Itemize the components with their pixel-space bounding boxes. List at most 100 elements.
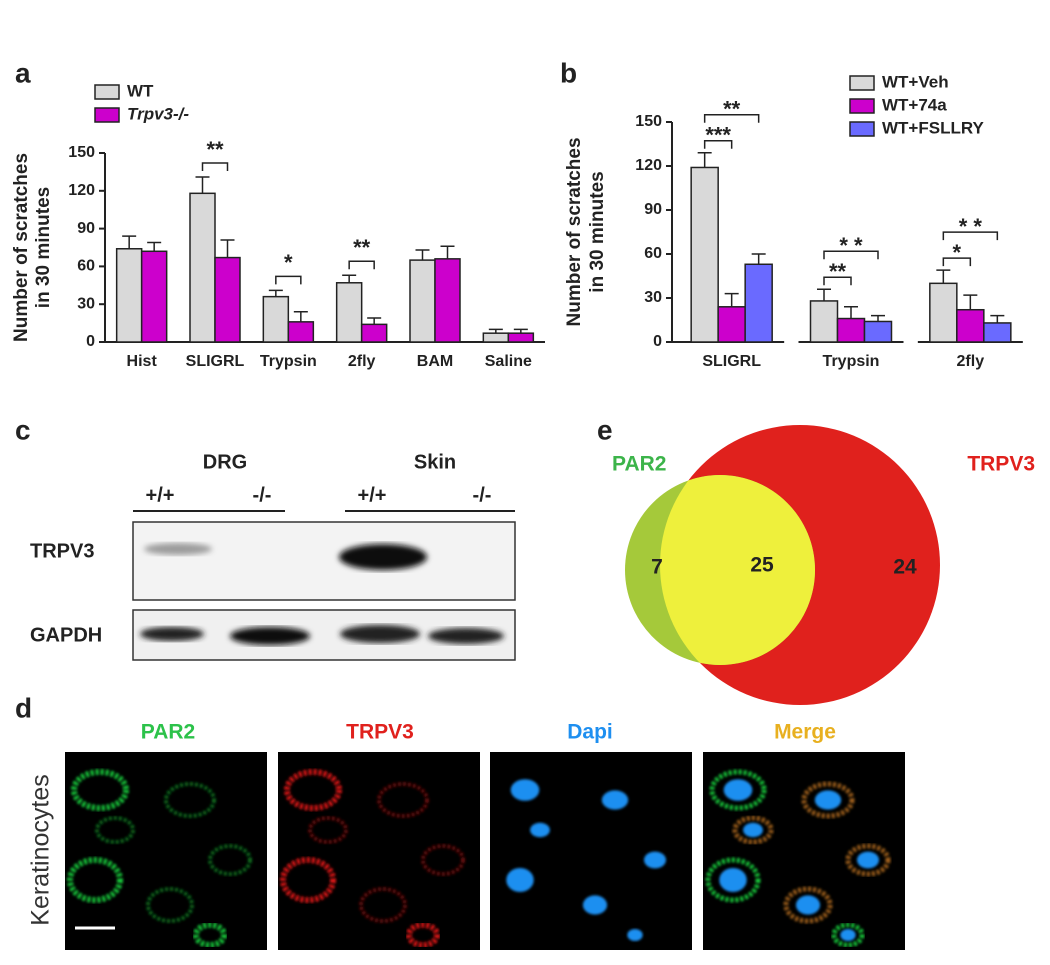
error-bar bbox=[367, 317, 382, 325]
venn-overlap bbox=[660, 475, 815, 665]
legend-swatch bbox=[94, 84, 120, 100]
bar bbox=[360, 323, 388, 343]
cell bbox=[709, 769, 767, 811]
nucleus bbox=[644, 851, 666, 869]
channel-label: Merge bbox=[774, 721, 836, 744]
y-tick-label: 0 bbox=[653, 333, 662, 350]
group-label: DRG bbox=[203, 451, 247, 473]
nucleus bbox=[601, 790, 629, 810]
bar bbox=[929, 282, 958, 343]
blot-band bbox=[140, 627, 204, 641]
nucleus bbox=[723, 779, 753, 801]
bar bbox=[836, 317, 866, 343]
significance-label: *** bbox=[705, 123, 731, 148]
cell bbox=[284, 769, 342, 811]
error-bar bbox=[871, 314, 885, 322]
significance-bracket bbox=[703, 114, 760, 123]
error-bar bbox=[488, 328, 503, 334]
error-bar bbox=[751, 253, 766, 265]
x-tick-label: BAM bbox=[417, 353, 453, 370]
bar-chart: 0 30 60 90 120 150 Number of scratches in 30 mi… bbox=[564, 72, 1023, 370]
error-bar bbox=[440, 245, 455, 259]
error-bar bbox=[220, 239, 235, 258]
row-label: GAPDH bbox=[30, 624, 102, 646]
set-label: PAR2 bbox=[612, 453, 666, 476]
bar bbox=[863, 320, 893, 343]
error-bar bbox=[844, 306, 858, 319]
error-bar bbox=[724, 292, 739, 307]
micrograph bbox=[278, 752, 480, 950]
significance-label: ** bbox=[723, 97, 741, 122]
bar bbox=[956, 308, 985, 343]
bar bbox=[482, 332, 510, 343]
significance-bracket bbox=[823, 250, 879, 260]
western-blot: DRG Skin +/+ -/- +/+ -/- TRPV3 GAPDH bbox=[30, 451, 516, 661]
cell bbox=[732, 815, 774, 845]
row-label: TRPV3 bbox=[30, 540, 94, 562]
nucleus bbox=[743, 822, 763, 838]
bar bbox=[214, 256, 241, 343]
y-tick-label: 120 bbox=[635, 157, 662, 174]
venn-count: 25 bbox=[750, 554, 774, 577]
cell bbox=[71, 769, 129, 811]
cell bbox=[208, 844, 252, 876]
panel-letter: e bbox=[597, 414, 613, 445]
y-tick-label: 150 bbox=[68, 144, 95, 161]
x-tick-label: Saline bbox=[485, 353, 532, 370]
cell bbox=[308, 816, 348, 844]
significance-label: * * bbox=[839, 233, 863, 258]
channel-label: Dapi bbox=[567, 721, 613, 744]
cell bbox=[359, 887, 407, 923]
panel-letter: b bbox=[560, 57, 577, 88]
panel-letter: d bbox=[15, 692, 32, 723]
cell bbox=[164, 782, 216, 818]
cell bbox=[783, 886, 833, 924]
significance-label: ** bbox=[353, 235, 371, 260]
error-bar bbox=[990, 314, 1005, 323]
nucleus bbox=[627, 929, 643, 941]
legend-swatch bbox=[849, 121, 875, 137]
cell bbox=[377, 782, 429, 818]
legend-label: WT+74a bbox=[882, 95, 947, 114]
cell bbox=[95, 816, 135, 844]
significance-bracket bbox=[823, 276, 852, 286]
significance-label: * * bbox=[959, 214, 983, 239]
significance-label: * bbox=[953, 240, 962, 265]
x-tick-label: Trypsin bbox=[823, 353, 880, 370]
cell bbox=[406, 922, 440, 948]
legend-label: WT+FSLLRY bbox=[882, 118, 984, 137]
blot-band bbox=[230, 627, 310, 645]
nucleus bbox=[795, 895, 821, 915]
x-tick-label: SLIGRL bbox=[702, 353, 761, 370]
cell bbox=[280, 857, 336, 903]
channel-label: PAR2 bbox=[141, 721, 195, 744]
genotype-label: +/+ bbox=[358, 484, 387, 506]
error-bar bbox=[293, 311, 308, 322]
y-axis-label: in 30 minutes bbox=[587, 171, 608, 292]
legend-swatch bbox=[94, 107, 120, 123]
y-tick-label: 60 bbox=[644, 245, 662, 262]
blot-band bbox=[340, 625, 420, 643]
genotype-label: +/+ bbox=[146, 484, 175, 506]
error-bar bbox=[342, 274, 357, 283]
y-axis-label: Number of scratches bbox=[564, 137, 585, 326]
bar bbox=[744, 263, 773, 343]
y-tick-label: 150 bbox=[635, 113, 662, 130]
error-bar bbox=[963, 294, 978, 310]
error-bar bbox=[415, 249, 430, 261]
significance-bracket bbox=[275, 275, 302, 285]
venn-count: 7 bbox=[651, 556, 663, 579]
genotype-label: -/- bbox=[253, 484, 272, 506]
venn-diagram: PAR2 TRPV3 7 25 24 bbox=[612, 425, 1035, 705]
y-tick-label: 90 bbox=[77, 220, 95, 237]
cell bbox=[705, 857, 761, 903]
bar-chart: 0 30 60 90 120 150 Number of scratches in 30 mi… bbox=[11, 81, 545, 370]
venn-count: 24 bbox=[893, 556, 917, 579]
y-tick-label: 90 bbox=[644, 201, 662, 218]
x-tick-label: SLIGRL bbox=[186, 353, 245, 370]
legend-label: WT+Veh bbox=[882, 72, 949, 91]
cell bbox=[67, 857, 123, 903]
y-tick-label: 30 bbox=[644, 289, 662, 306]
legend-label: Trpv3-/- bbox=[127, 104, 189, 123]
